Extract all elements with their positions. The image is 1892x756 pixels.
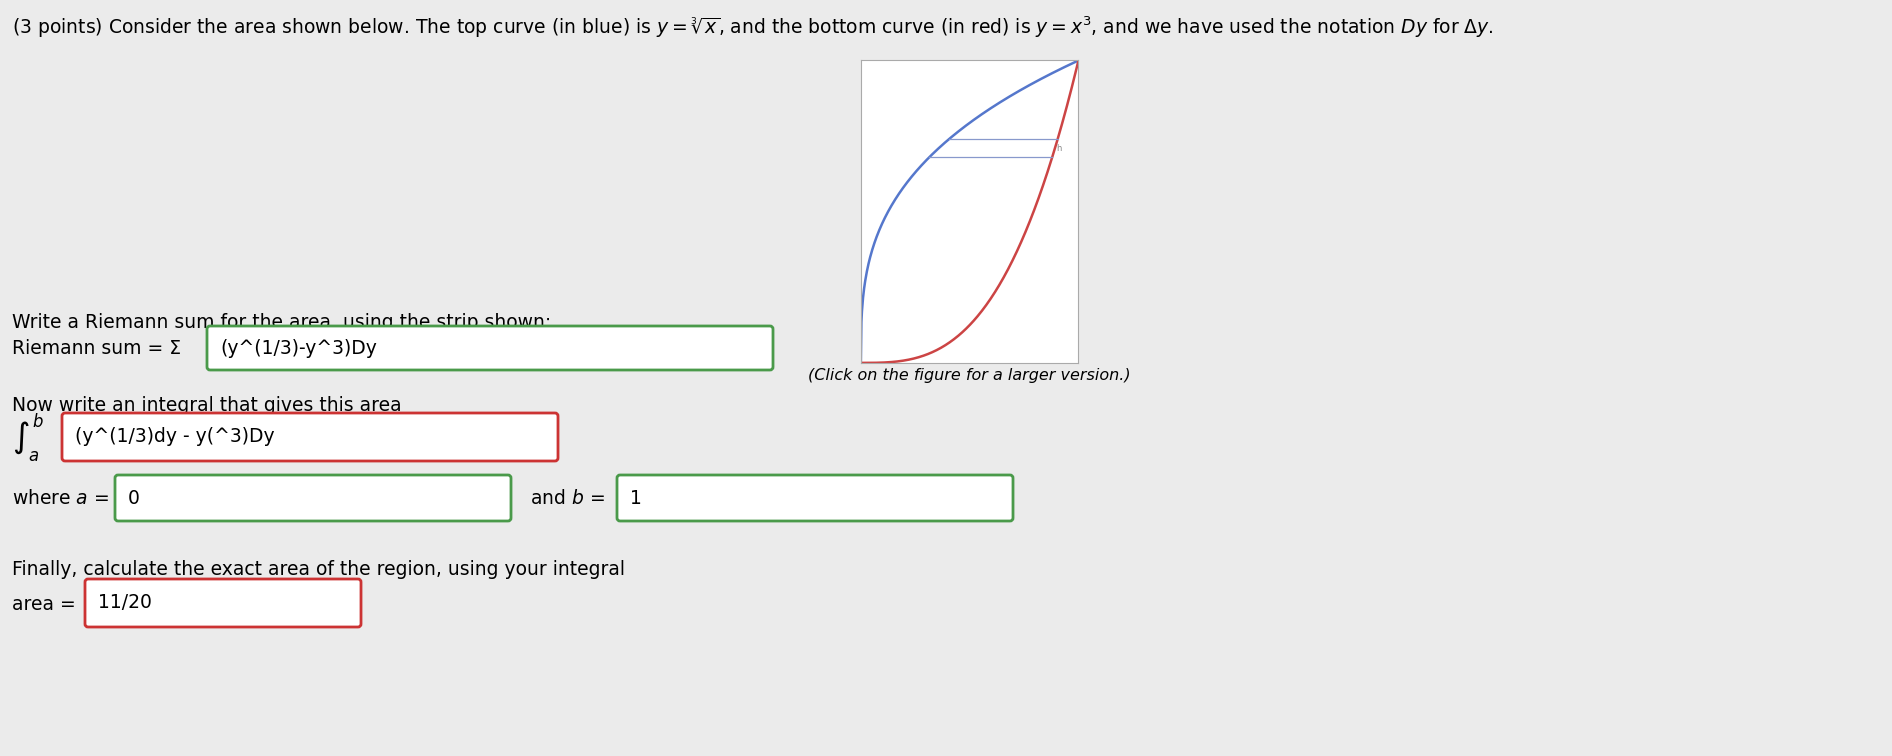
- Text: area =: area =: [11, 594, 81, 614]
- Text: (y^(1/3)dy - y(^3)Dy: (y^(1/3)dy - y(^3)Dy: [76, 427, 274, 447]
- Text: (3 points) Consider the area shown below. The top curve (in blue) is $y = \sqrt[: (3 points) Consider the area shown below…: [11, 14, 1495, 39]
- Text: 1: 1: [630, 488, 641, 507]
- Text: (y^(1/3)-y^3)Dy: (y^(1/3)-y^3)Dy: [219, 339, 377, 358]
- Text: 11/20: 11/20: [98, 593, 151, 612]
- Text: Riemann sum = Σ: Riemann sum = Σ: [11, 339, 182, 358]
- Text: Finally, calculate the exact area of the region, using your integral: Finally, calculate the exact area of the…: [11, 560, 624, 579]
- Text: $\int_a^b$: $\int_a^b$: [11, 412, 44, 464]
- Text: 0: 0: [129, 488, 140, 507]
- Text: (Click on the figure for a larger version.): (Click on the figure for a larger versio…: [808, 368, 1131, 383]
- FancyBboxPatch shape: [62, 413, 558, 461]
- FancyBboxPatch shape: [115, 475, 511, 521]
- Text: where $a$ =: where $a$ =: [11, 488, 112, 507]
- Text: and $b$ =: and $b$ =: [530, 488, 607, 507]
- Text: Now write an integral that gives this area: Now write an integral that gives this ar…: [11, 396, 401, 415]
- Text: Write a Riemann sum for the area, using the strip shown:: Write a Riemann sum for the area, using …: [11, 313, 551, 332]
- Text: h: h: [1056, 144, 1061, 153]
- FancyBboxPatch shape: [85, 579, 361, 627]
- FancyBboxPatch shape: [617, 475, 1012, 521]
- FancyBboxPatch shape: [206, 326, 774, 370]
